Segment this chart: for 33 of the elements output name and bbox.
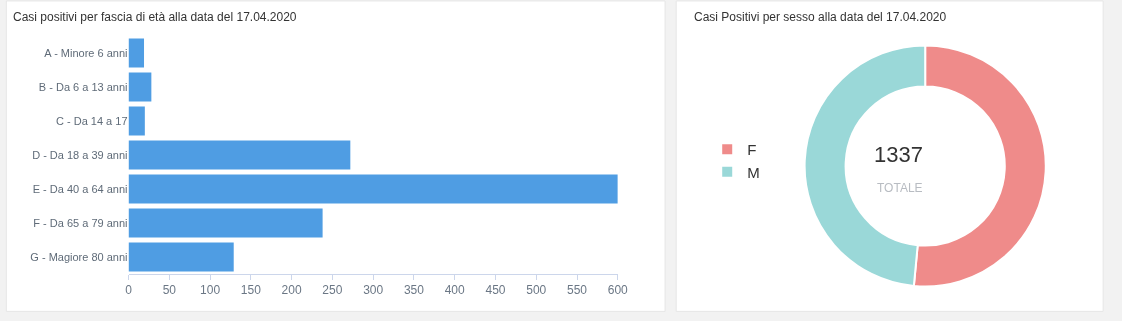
chart-title: Casi Positivi per sesso alla data del 17.04.2020 [694,10,947,24]
legend-label: M [747,163,760,181]
text: TOTALE [877,181,923,195]
x-tick-label: 200 [281,283,302,298]
chart-title: Casi positivi per fascia di età alla data del 17.04.2020 [13,10,297,24]
bar [128,174,618,204]
x-tick-label: 0 [125,283,133,298]
y-tick-label: G - Magiore 80 anni [30,250,128,263]
x-tick-label: 550 [567,283,588,298]
text: 1337 [874,142,923,167]
bar [128,38,145,68]
y-tick-label: B - Da 6 a 13 anni [38,80,128,93]
x-tick-label: 500 [526,283,547,298]
bar [128,242,234,272]
x-tick-label: 400 [444,283,466,298]
y-tick-label: A - Minore 6 anni [44,46,128,59]
legend-label: F [747,141,757,159]
y-tick-label: C - Da 14 a 17 [55,114,128,127]
bar [128,208,323,238]
bar [128,106,145,136]
y-tick-label: D - Da 18 a 39 anni [32,148,128,161]
x-tick-label: 300 [363,283,384,298]
x-tick-label: 600 [607,283,629,298]
y-tick-label: F - Da 65 a 79 anni [33,216,128,229]
x-tick-label: 150 [240,283,262,298]
bar [128,72,152,102]
x-tick-label: 450 [485,283,506,298]
bar [128,140,351,170]
y-tick-label: E - Da 40 a 64 anni [32,182,128,195]
x-tick-label: 100 [200,283,221,298]
x-tick-label: 50 [162,283,177,298]
x-tick-label: 250 [322,283,343,298]
x-tick-label: 350 [403,283,425,298]
